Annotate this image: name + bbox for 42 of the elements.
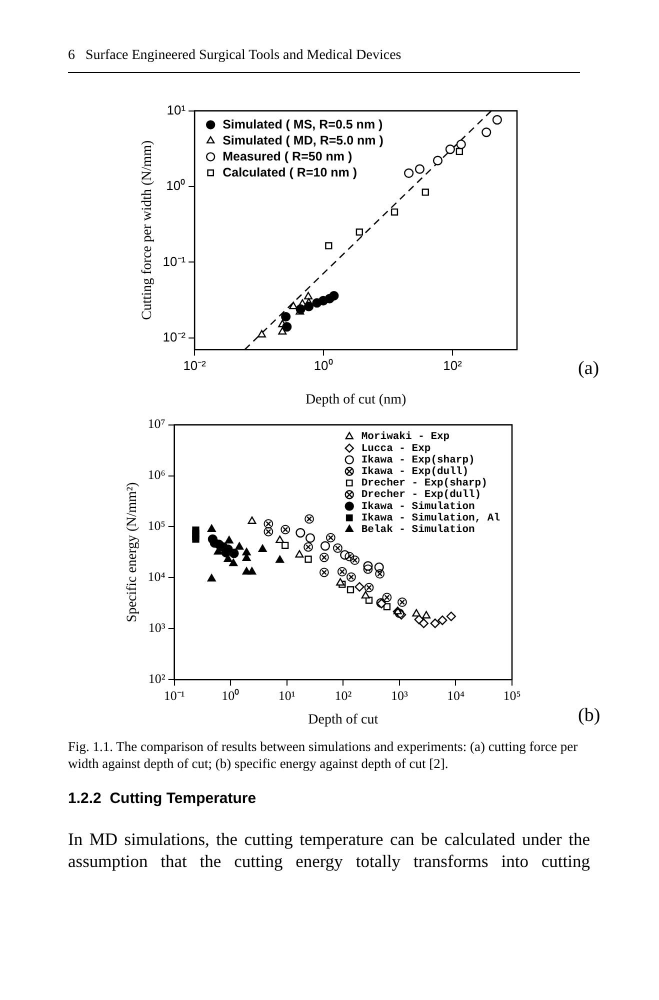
y-tick-label: 10⁷ xyxy=(148,416,166,432)
y-tick-label: 10⁻² xyxy=(162,329,186,344)
x-tick-label: 10² xyxy=(443,358,463,373)
x-axis-title: Depth of cut xyxy=(308,712,378,728)
legend-label: Lucca - Exp xyxy=(361,442,431,455)
legend-label: Ikawa - Exp(dull) xyxy=(361,466,468,478)
y-tick-label: 10¹ xyxy=(166,102,186,118)
legend-label: Ikawa - Simulation xyxy=(361,500,475,513)
legend-label: Drecher - Exp(dull) xyxy=(361,489,482,502)
legend-label: Moriwaki - Exp xyxy=(361,431,450,444)
legend-label: Calculated ( R=10 nm ) xyxy=(222,165,358,180)
text: (b) xyxy=(578,705,600,727)
x-tick-label: 10² xyxy=(334,688,352,703)
text: 1.2.2 Cutting Temperature xyxy=(68,790,256,807)
x-axis-title: Depth of cut (nm) xyxy=(305,392,406,408)
text: (a) xyxy=(578,358,600,380)
legend-label: Drecher - Exp(sharp) xyxy=(361,478,488,490)
x-tick-label: 10¹ xyxy=(278,688,296,703)
legend-label: Measured ( R=50 nm ) xyxy=(222,149,352,164)
y-tick-label: 10³ xyxy=(148,620,166,636)
x-tick-label: 10⁰ xyxy=(314,358,334,373)
x-tick-label: 10³ xyxy=(390,688,408,703)
text: In MD simulations, the cutting temperature can be calculated under the assumption that the cutting energy totally transforms into cutting xyxy=(68,828,590,872)
legend-label: Ikawa - Simulation, Al xyxy=(361,512,500,524)
x-tick-label: 10⁰ xyxy=(222,688,240,703)
legend-label: Simulated ( MS, R=0.5 nm ) xyxy=(222,117,383,132)
y-tick-label: 10⁰ xyxy=(166,178,186,194)
x-tick-label: 10⁴ xyxy=(446,688,465,703)
legend-label: Belak - Simulation xyxy=(361,524,475,536)
y-tick-label: 10² xyxy=(148,671,166,686)
y-tick-label: 10⁴ xyxy=(148,569,166,584)
x-tick-label: 10⁻² xyxy=(183,358,207,373)
y-tick-label: 10⁶ xyxy=(148,467,166,482)
legend-label: Ikawa - Exp(sharp) xyxy=(361,454,475,466)
text: 6 Surface Engineered Surgical Tools and Medical Devices xyxy=(68,48,580,73)
y-axis-title: Cutting force per width (N/mm) xyxy=(140,140,156,320)
y-axis-title: Specific energy (N/mm²) xyxy=(125,482,140,622)
x-tick-label: 10⁵ xyxy=(503,688,521,703)
legend-label: Simulated ( MD, R=5.0 nm ) xyxy=(222,133,384,148)
caption: Fig. 1.1. The comparison of results between simulations and experiments: (a) cutting force per width against depth of cut; (b) specific energy against depth of cut [2]. xyxy=(68,738,579,772)
y-tick-label: 10⁻¹ xyxy=(162,254,186,269)
y-tick-label: 10⁵ xyxy=(148,518,166,534)
